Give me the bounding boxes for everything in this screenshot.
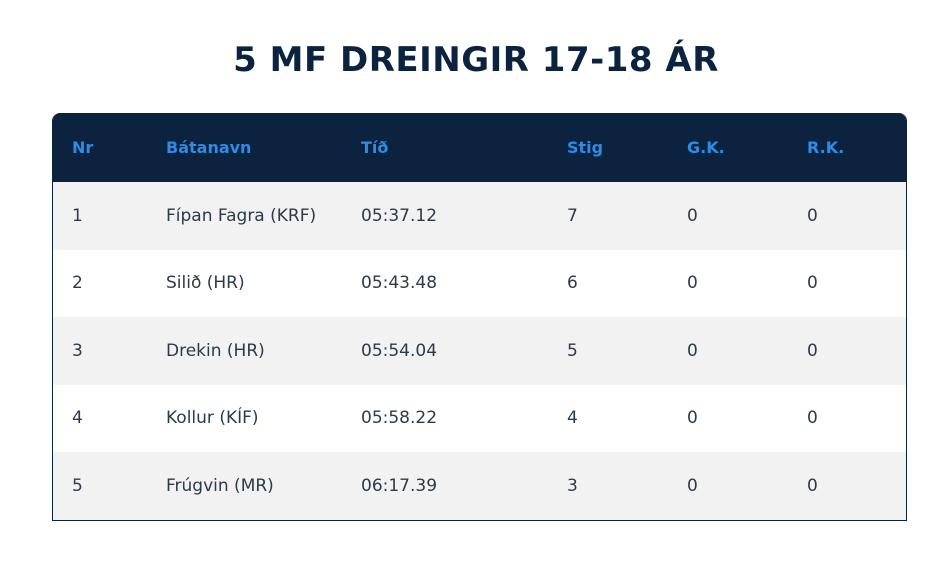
page-title: 5 MF DREINGIR 17-18 ÁR — [233, 40, 719, 80]
cell-time: 05:54.04 — [361, 340, 438, 361]
column-header-boat-name: Bátanavn — [166, 138, 252, 157]
column-header-rk: R.K. — [807, 138, 845, 157]
column-header-gk: G.K. — [687, 138, 725, 157]
column-header-time: Tíð — [361, 138, 389, 157]
cell-time: 05:43.48 — [361, 273, 438, 294]
cell-boat-name: Frúgvin (MR) — [166, 475, 274, 496]
results-table: Nr Bátanavn Tíð Stig G.K. R.K. 1 Fípan F… — [52, 113, 907, 521]
cell-nr: 3 — [72, 340, 83, 361]
table-header-row: Nr Bátanavn Tíð Stig G.K. R.K. — [53, 113, 906, 182]
cell-points: 7 — [567, 205, 578, 226]
cell-gk: 0 — [687, 273, 698, 294]
column-header-points: Stig — [567, 138, 604, 157]
cell-nr: 2 — [72, 273, 83, 294]
cell-boat-name: Kollur (KÍF) — [166, 408, 259, 429]
cell-nr: 5 — [72, 475, 83, 496]
cell-points: 3 — [567, 475, 578, 496]
table-row: 4 Kollur (KÍF) 05:58.22 4 0 0 — [53, 384, 906, 452]
cell-boat-name: Silið (HR) — [166, 273, 245, 294]
cell-rk: 0 — [807, 408, 818, 429]
cell-time: 05:58.22 — [361, 408, 438, 429]
cell-gk: 0 — [687, 205, 698, 226]
cell-rk: 0 — [807, 205, 818, 226]
cell-points: 6 — [567, 273, 578, 294]
cell-boat-name: Drekin (HR) — [166, 340, 265, 361]
cell-points: 4 — [567, 408, 578, 429]
cell-gk: 0 — [687, 408, 698, 429]
cell-nr: 4 — [72, 408, 83, 429]
cell-rk: 0 — [807, 273, 818, 294]
cell-gk: 0 — [687, 475, 698, 496]
table-row: 2 Silið (HR) 05:43.48 6 0 0 — [53, 249, 906, 317]
cell-rk: 0 — [807, 340, 818, 361]
cell-time: 05:37.12 — [361, 205, 438, 226]
table-row: 1 Fípan Fagra (KRF) 05:37.12 7 0 0 — [53, 182, 906, 250]
cell-rk: 0 — [807, 475, 818, 496]
cell-boat-name: Fípan Fagra (KRF) — [166, 205, 317, 226]
cell-points: 5 — [567, 340, 578, 361]
table-row: 3 Drekin (HR) 05:54.04 5 0 0 — [53, 317, 906, 385]
table-row: 5 Frúgvin (MR) 06:17.39 3 0 0 — [53, 452, 906, 520]
cell-nr: 1 — [72, 205, 83, 226]
cell-time: 06:17.39 — [361, 475, 438, 496]
column-header-nr: Nr — [72, 138, 94, 157]
cell-gk: 0 — [687, 340, 698, 361]
